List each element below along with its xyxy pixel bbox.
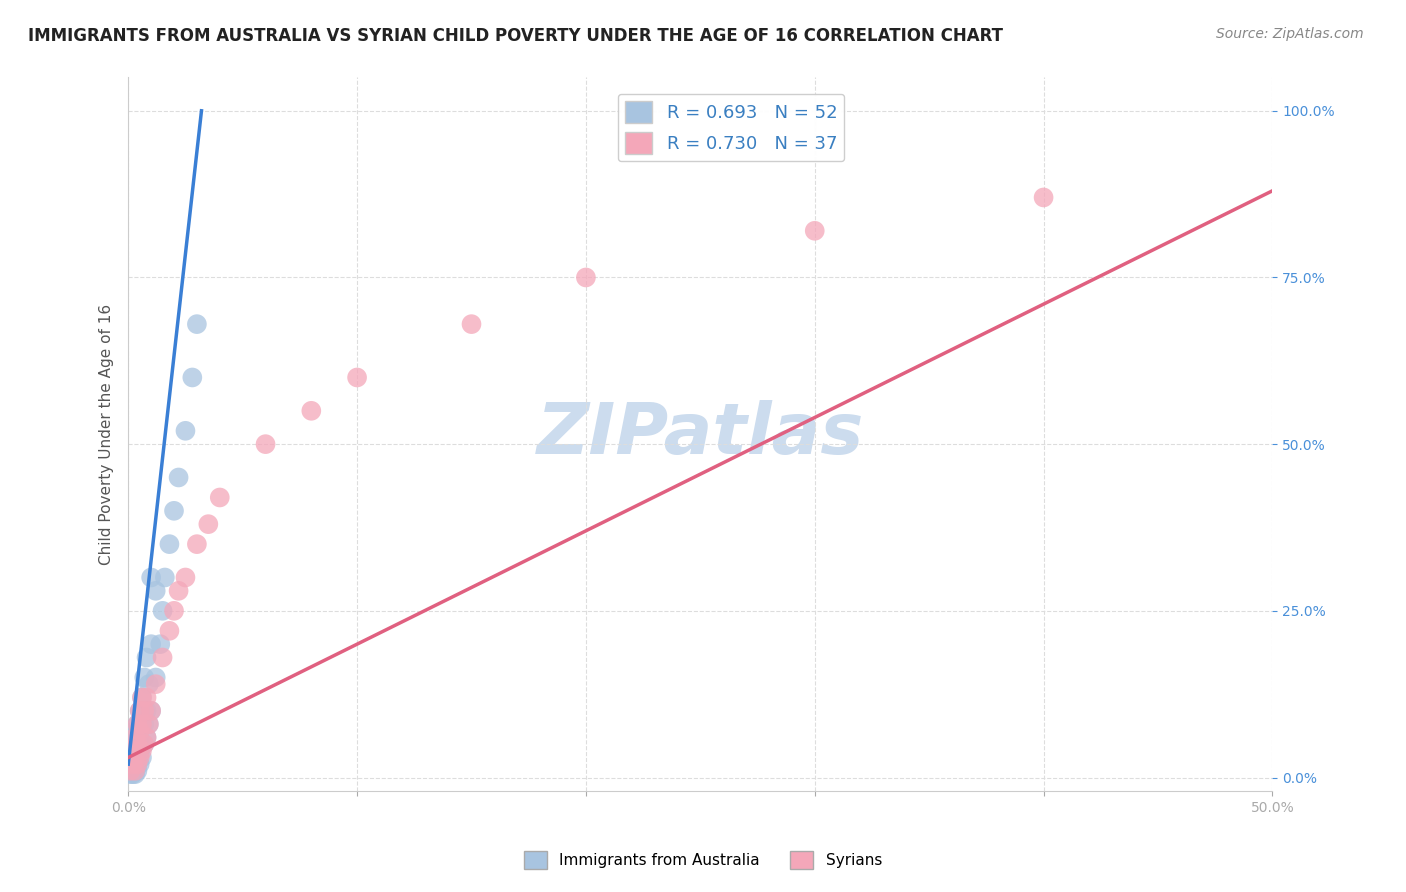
Point <box>124 764 146 778</box>
Point <box>159 624 181 638</box>
Point <box>128 757 150 772</box>
Point <box>120 750 142 764</box>
Point <box>346 370 368 384</box>
Point <box>134 737 156 751</box>
Point <box>124 723 146 738</box>
Point <box>128 744 150 758</box>
Y-axis label: Child Poverty Under the Age of 16: Child Poverty Under the Age of 16 <box>100 303 114 565</box>
Point <box>124 764 146 778</box>
Point <box>208 491 231 505</box>
Point <box>124 731 146 745</box>
Point <box>197 517 219 532</box>
Point <box>138 717 160 731</box>
Point <box>121 767 143 781</box>
Point <box>120 767 142 781</box>
Legend: R = 0.693   N = 52, R = 0.730   N = 37: R = 0.693 N = 52, R = 0.730 N = 37 <box>617 94 845 161</box>
Point <box>174 570 197 584</box>
Point <box>124 750 146 764</box>
Point <box>139 637 162 651</box>
Point <box>128 704 150 718</box>
Point <box>120 757 142 772</box>
Point <box>139 704 162 718</box>
Point <box>145 671 167 685</box>
Point <box>174 424 197 438</box>
Point <box>120 764 142 778</box>
Point <box>167 583 190 598</box>
Point <box>803 224 825 238</box>
Point <box>127 764 149 778</box>
Point <box>131 717 153 731</box>
Point <box>139 570 162 584</box>
Point <box>127 744 149 758</box>
Point <box>138 717 160 731</box>
Point <box>163 504 186 518</box>
Point <box>152 604 174 618</box>
Point <box>145 677 167 691</box>
Point <box>186 537 208 551</box>
Point <box>128 704 150 718</box>
Text: ZIPatlas: ZIPatlas <box>537 400 865 468</box>
Legend: Immigrants from Australia, Syrians: Immigrants from Australia, Syrians <box>517 845 889 875</box>
Point <box>124 767 146 781</box>
Point <box>460 317 482 331</box>
Point <box>135 690 157 705</box>
Point <box>134 717 156 731</box>
Point <box>128 731 150 745</box>
Point <box>139 704 162 718</box>
Point <box>152 650 174 665</box>
Point <box>120 764 142 778</box>
Point <box>131 690 153 705</box>
Text: Source: ZipAtlas.com: Source: ZipAtlas.com <box>1216 27 1364 41</box>
Point <box>121 744 143 758</box>
Point <box>149 637 172 651</box>
Point <box>121 757 143 772</box>
Point <box>186 317 208 331</box>
Point <box>127 717 149 731</box>
Point <box>145 583 167 598</box>
Point <box>134 671 156 685</box>
Point <box>153 570 176 584</box>
Point <box>128 750 150 764</box>
Point <box>121 737 143 751</box>
Point <box>138 677 160 691</box>
Point <box>254 437 277 451</box>
Point <box>181 370 204 384</box>
Point <box>1032 190 1054 204</box>
Point <box>121 744 143 758</box>
Point <box>127 757 149 772</box>
Point <box>134 704 156 718</box>
Point <box>131 750 153 764</box>
Point <box>163 604 186 618</box>
Point <box>124 737 146 751</box>
Point <box>121 760 143 774</box>
Point <box>131 744 153 758</box>
Point <box>127 717 149 731</box>
Point <box>127 731 149 745</box>
Point <box>127 757 149 772</box>
Point <box>121 757 143 772</box>
Point <box>135 704 157 718</box>
Point <box>127 737 149 751</box>
Point <box>299 404 322 418</box>
Point <box>121 750 143 764</box>
Text: IMMIGRANTS FROM AUSTRALIA VS SYRIAN CHILD POVERTY UNDER THE AGE OF 16 CORRELATIO: IMMIGRANTS FROM AUSTRALIA VS SYRIAN CHIL… <box>28 27 1002 45</box>
Point <box>124 757 146 772</box>
Point <box>128 723 150 738</box>
Point <box>121 764 143 778</box>
Point <box>159 537 181 551</box>
Point <box>575 270 598 285</box>
Point <box>135 731 157 745</box>
Point <box>134 737 156 751</box>
Point <box>131 737 153 751</box>
Point <box>135 650 157 665</box>
Point <box>124 750 146 764</box>
Point <box>131 717 153 731</box>
Point <box>135 731 157 745</box>
Point <box>167 470 190 484</box>
Point <box>131 690 153 705</box>
